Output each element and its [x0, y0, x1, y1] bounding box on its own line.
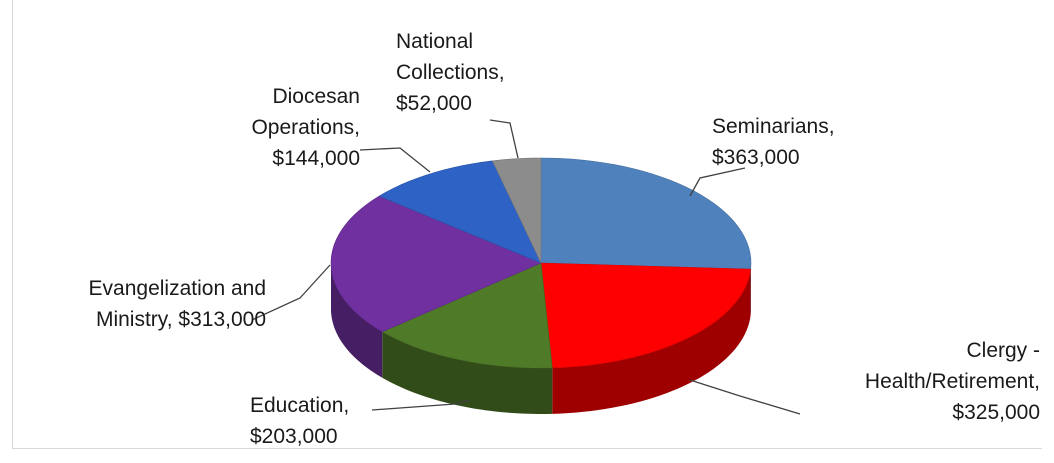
- chart-frame-bottom-border: [12, 448, 1042, 449]
- data-label-line: $363,000: [712, 146, 800, 169]
- pie-side-walls: [331, 263, 751, 414]
- leader-line: [251, 264, 331, 321]
- leader-line: [689, 167, 746, 197]
- data-label-line: Ministry, $313,000: [96, 308, 266, 331]
- data-label: Evangelization and Ministry, $313,000: [89, 277, 266, 331]
- data-label-line: $325,000: [952, 401, 1040, 424]
- data-label-line: Seminarians,: [712, 115, 835, 138]
- data-label: National Collections, $52,000: [396, 30, 505, 115]
- chart-frame-left-border: [12, 0, 13, 448]
- leader-line: [359, 147, 431, 173]
- data-label-line: Clergy -: [966, 339, 1040, 362]
- data-label-line: Operations,: [251, 116, 360, 139]
- pie-slice-side: [331, 263, 383, 378]
- data-label-line: Collections,: [396, 61, 505, 84]
- pie-slice-side: [552, 269, 751, 414]
- data-label: Seminarians, $363,000: [712, 115, 835, 169]
- data-label-line: Education,: [250, 394, 349, 417]
- pie-slice: [491, 157, 542, 264]
- leader-line: [371, 399, 471, 411]
- data-label-line: $203,000: [250, 425, 338, 448]
- pie-top-faces: [330, 157, 752, 369]
- data-label-line: $144,000: [272, 147, 360, 170]
- data-label-line: Health/Retirement,: [865, 370, 1040, 393]
- data-label: Clergy - Health/Retirement, $325,000: [865, 339, 1040, 424]
- data-label-line: National: [396, 30, 473, 53]
- pie-slice: [540, 262, 751, 369]
- data-label-line: Diocesan: [272, 85, 360, 108]
- leader-line: [489, 119, 519, 159]
- pie-slice: [381, 262, 553, 369]
- data-label: Education, $203,000: [250, 394, 349, 448]
- pie-slice: [540, 157, 752, 270]
- leader-line: [689, 379, 801, 415]
- pie-slice: [378, 160, 542, 264]
- pie-slice-side: [382, 331, 553, 414]
- pie-slice: [330, 195, 542, 333]
- data-label: Diocesan Operations, $144,000: [251, 85, 360, 170]
- data-label-line: Evangelization and: [89, 277, 266, 300]
- data-label-line: $52,000: [396, 92, 472, 115]
